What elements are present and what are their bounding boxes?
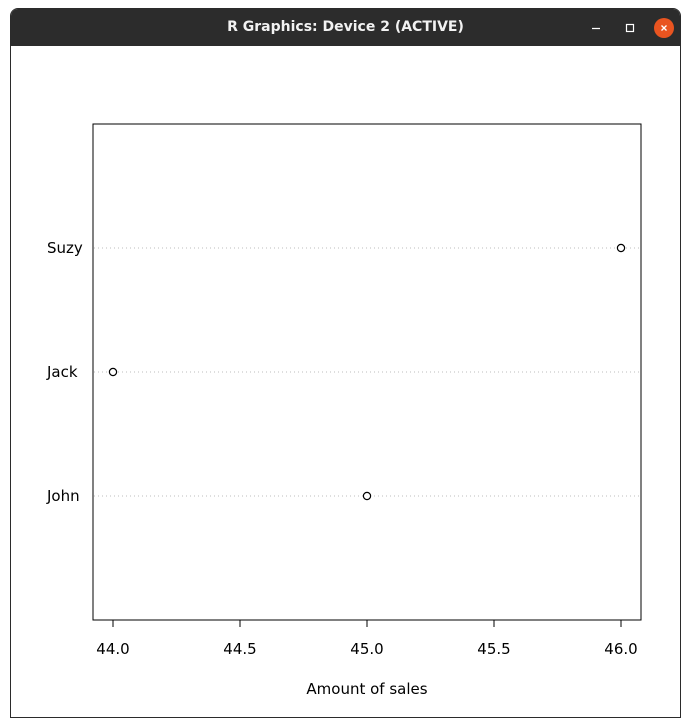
maximize-button[interactable] xyxy=(620,18,640,38)
r-graphics-window: R Graphics: Device 2 (ACTIVE) 44.0 44.5 45… xyxy=(10,8,681,718)
category-label: Suzy xyxy=(47,239,83,257)
x-tick-label: 44.0 xyxy=(96,640,129,658)
data-point xyxy=(108,367,118,377)
x-tick-label: 46.0 xyxy=(604,640,637,658)
close-button[interactable] xyxy=(654,18,674,38)
x-axis-title: Amount of sales xyxy=(306,680,427,698)
x-tick-label: 45.0 xyxy=(350,640,383,658)
minimize-icon xyxy=(592,27,600,30)
x-axis: 44.0 44.5 45.0 45.5 46.0 xyxy=(96,620,638,658)
data-point xyxy=(616,243,626,253)
close-icon xyxy=(661,25,667,31)
category-label: John xyxy=(46,487,80,505)
data-points xyxy=(108,243,626,501)
x-tick-label: 45.5 xyxy=(477,640,510,658)
grid-lines xyxy=(94,247,640,497)
x-tick-label: 44.5 xyxy=(223,640,256,658)
data-point xyxy=(362,491,372,501)
minimize-button[interactable] xyxy=(586,18,606,38)
window-titlebar[interactable]: R Graphics: Device 2 (ACTIVE) xyxy=(11,9,680,46)
window-title: R Graphics: Device 2 (ACTIVE) xyxy=(227,19,464,35)
y-axis-labels: Suzy Jack John xyxy=(46,239,83,505)
plot-area: 44.0 44.5 45.0 45.5 46.0 Suzy Jack John Amount… xyxy=(11,46,680,717)
maximize-icon xyxy=(625,23,635,33)
category-label: Jack xyxy=(46,363,78,381)
dot-chart: 44.0 44.5 45.0 45.5 46.0 Suzy Jack John Amount… xyxy=(46,123,642,698)
